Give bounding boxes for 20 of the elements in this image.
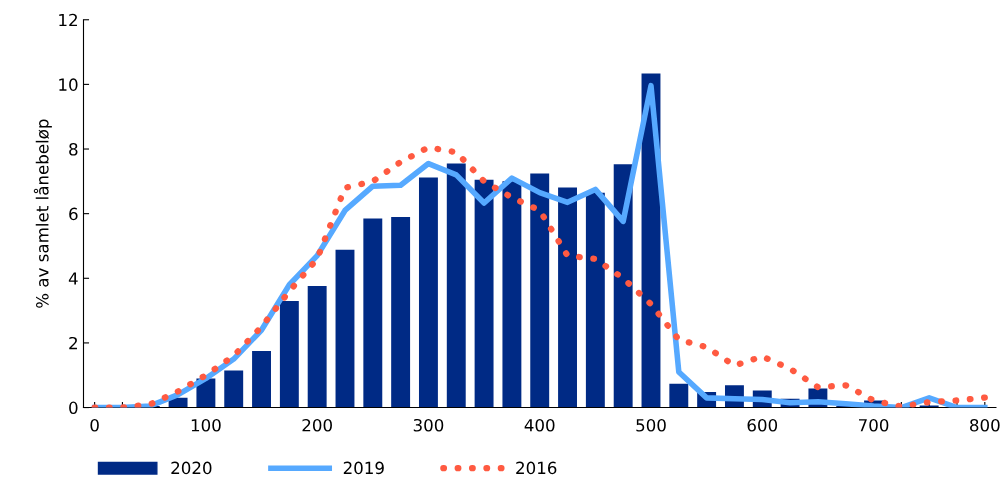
y-tick-label: 0 xyxy=(69,401,78,415)
legend-label: 2019 xyxy=(343,461,384,475)
y-axis-title: % av samlet lånebeløp xyxy=(33,119,52,308)
x-tick-label: 200 xyxy=(302,418,332,432)
x-tick-label: 300 xyxy=(413,418,444,432)
x-tick-label: 800 xyxy=(970,418,1000,432)
y-tick-label: 10 xyxy=(59,78,78,91)
y-tick-label: 12 xyxy=(59,13,77,27)
x-tick-label: 500 xyxy=(636,418,666,432)
x-tick-label: 100 xyxy=(191,418,221,432)
y-tick-label: 4 xyxy=(68,272,78,285)
x-tick-label: 400 xyxy=(524,418,555,432)
y-tick-label: 8 xyxy=(69,142,78,156)
y-tick-label: 2 xyxy=(69,336,77,350)
legend-label: 2016 xyxy=(516,461,557,475)
x-tick-label: 700 xyxy=(859,418,889,432)
y-tick-label: 6 xyxy=(69,207,78,221)
x-tick-label: 0 xyxy=(90,418,99,432)
x-tick-label: 600 xyxy=(747,418,778,432)
legend-label: 2020 xyxy=(171,461,212,475)
